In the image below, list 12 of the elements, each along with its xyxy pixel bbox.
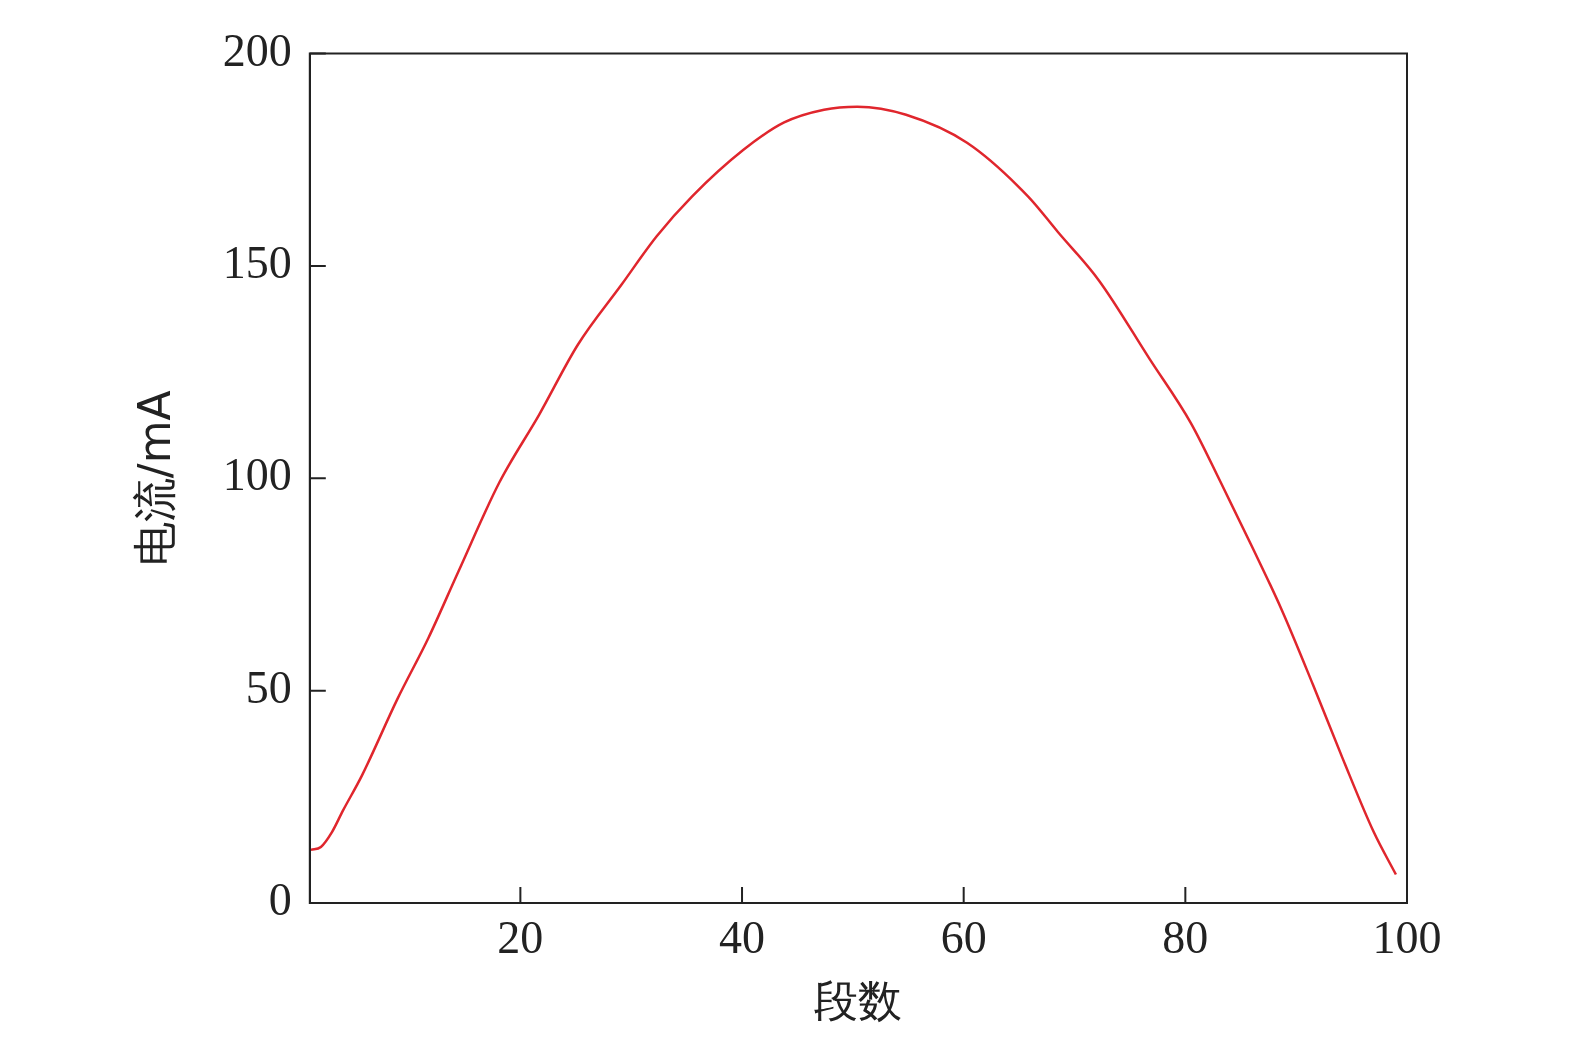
x-tick-label: 80 [1162,911,1209,963]
x-axis-title: 段数 [814,975,903,1027]
y-tick-label: 200 [222,24,292,76]
x-tick-label: 40 [719,911,766,963]
y-tick-label: 100 [222,449,292,501]
y-tick-label: 0 [268,874,292,926]
x-tick-label: 60 [940,911,987,963]
y-tick-label: 50 [245,661,292,713]
y-axis-title: 电流/mA [128,390,180,567]
x-tick-label: 20 [497,911,544,963]
y-tick-label: 150 [222,237,292,289]
x-tick-label: 100 [1372,911,1442,963]
